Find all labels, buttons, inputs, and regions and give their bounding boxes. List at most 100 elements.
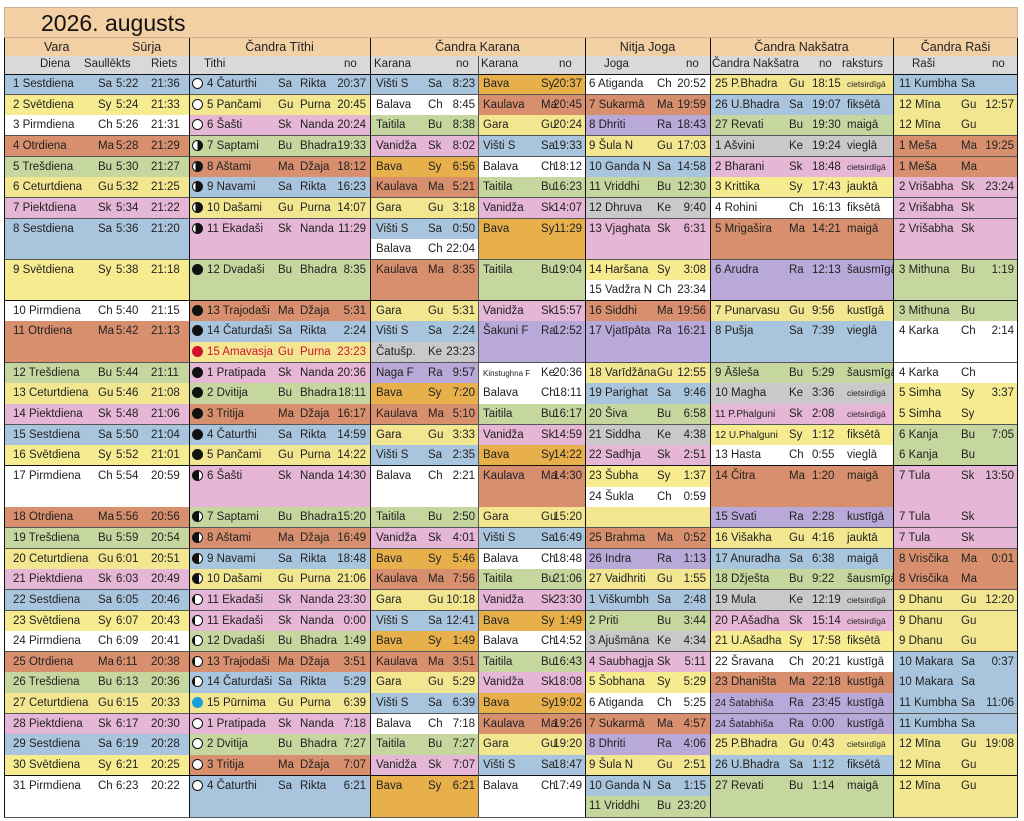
joga-end: 18:43 bbox=[677, 119, 706, 132]
waxing-crescent-moon-icon bbox=[192, 759, 203, 771]
rasi-cell: 12 Mīna Gu bbox=[893, 775, 1018, 817]
joga-name: 8 Dhriti bbox=[589, 738, 626, 751]
joga-end: 1:15 bbox=[683, 779, 706, 792]
rasi-cell: 1 Meša Ma 19:25 bbox=[893, 135, 1018, 157]
day-name: 24 Pirmdiena bbox=[13, 635, 81, 648]
naksatra-name: 27 Revati bbox=[715, 119, 764, 132]
joga-end: 4:57 bbox=[683, 717, 706, 730]
karana2-lord: Sy bbox=[541, 697, 555, 710]
sunrise-time: 6:23 bbox=[116, 779, 139, 792]
sun-lord: Sa bbox=[98, 428, 113, 441]
row-divider bbox=[4, 671, 1018, 673]
rasi-lord: Ma bbox=[961, 160, 977, 173]
naksatra-cell: 26 U.Bhadra Sa 19:07 fiksētā bbox=[710, 94, 893, 116]
joga-lord: Ma bbox=[657, 98, 673, 111]
joga-cell: 9 Šula N Gu 2:51 bbox=[585, 755, 710, 776]
karana2-cell: Vanidža Sk 14:59 bbox=[478, 424, 585, 446]
karana1-lord: Sa bbox=[428, 325, 443, 338]
rasi-name: 9 Dhanu bbox=[899, 593, 943, 606]
sun-lord: Gu bbox=[98, 387, 114, 400]
sunset-time: 21:27 bbox=[151, 160, 180, 173]
karana1-end: 8:35 bbox=[452, 263, 475, 276]
karana2-end: 12:52 bbox=[553, 325, 582, 338]
tithi-name: 7 Saptami bbox=[207, 511, 259, 524]
rasi-lord: Bu bbox=[961, 263, 976, 276]
karana1-lord: Sy bbox=[428, 160, 442, 173]
tithi-name: 13 Trajodaši bbox=[207, 304, 270, 317]
day-cell: 13 Ceturtdiena Gu 5:46 21:08 bbox=[4, 383, 189, 404]
tithi-end: 6:39 bbox=[343, 697, 366, 710]
tithi-kind: Nanda bbox=[300, 222, 334, 235]
tithi-kind: Bhadra bbox=[300, 511, 338, 524]
naksatra-character: vieglā bbox=[847, 325, 878, 338]
karana1-cell: Bava Sy 6:21 bbox=[370, 775, 478, 817]
karana2-end: 20:45 bbox=[553, 98, 582, 111]
joga-cell: 24 Šukla Ch 0:59 bbox=[585, 486, 710, 508]
joga-cell: 10 Ganda N Sa 14:58 bbox=[585, 156, 710, 178]
naksatra-cell: 9 Āšleša Bu 5:29 šausmīgā bbox=[710, 362, 893, 384]
joga-cell: 19 Parighat Sa 9:46 bbox=[585, 383, 710, 404]
karana1-cell: Balava Ch 8:45 bbox=[370, 94, 478, 116]
karana1-lord: Gu bbox=[428, 304, 444, 317]
karana1-cell: Bava Sy 1:49 bbox=[370, 631, 478, 652]
karana2-cell: Balava Ch 14:52 bbox=[478, 631, 585, 652]
karana2-end: 19:26 bbox=[553, 717, 582, 730]
karana2-lord: Sa bbox=[541, 531, 556, 544]
sun-lord: Ma bbox=[98, 139, 114, 152]
day-name: 25 Otrdiena bbox=[13, 655, 74, 668]
naksatra-end: 14:21 bbox=[812, 222, 841, 235]
rasi-cell: 9 Dhanu Gu 12:20 bbox=[893, 589, 1018, 611]
karana1-lord: Bu bbox=[428, 119, 443, 132]
karana2-cell: Kaulava Ma 19:26 bbox=[478, 713, 585, 735]
naksatra-lord: Sa bbox=[789, 325, 804, 338]
row-divider bbox=[4, 259, 1018, 260]
karana2-end: 18:08 bbox=[553, 676, 582, 689]
row-divider bbox=[4, 692, 1018, 694]
joga-lord: Gu bbox=[657, 139, 673, 152]
sun-lord: Sa bbox=[98, 738, 113, 751]
tithi-kind: Rikta bbox=[300, 552, 327, 565]
karana1-lord: Ma bbox=[428, 181, 444, 194]
sunset-time: 21:36 bbox=[151, 78, 180, 90]
karana2-cell: Višti S Sa 18:47 bbox=[478, 755, 585, 776]
sun-lord: Ch bbox=[98, 119, 113, 132]
karana1-cell: Bava Sy 6:56 bbox=[370, 156, 478, 178]
day-cell: 18 Otrdiena Ma 5:56 20:56 bbox=[4, 507, 189, 528]
rasi-cell: 11 Kumbha Sa bbox=[893, 74, 1018, 95]
joga-name: 27 Vaidhriti bbox=[589, 573, 646, 586]
rasi-end: 19:25 bbox=[985, 139, 1014, 152]
karana2-name: Višti S bbox=[483, 531, 516, 544]
naksatra-end: 1:12 bbox=[812, 428, 835, 441]
karana1-lord: Ma bbox=[428, 573, 444, 586]
waning-gibbous-moon-icon bbox=[192, 469, 203, 481]
full-moon-icon bbox=[192, 697, 203, 709]
naksatra-name: 16 Višakha bbox=[715, 531, 772, 544]
karana1-name: Balava bbox=[376, 469, 412, 482]
tithi-lord: Ma bbox=[278, 759, 294, 772]
sunset-time: 21:20 bbox=[151, 222, 180, 235]
naksatra-name: 14 Čitra bbox=[715, 469, 756, 482]
tithi-cell: 1 Pratipada Sk Nanda 7:18 bbox=[189, 713, 370, 735]
tithi-kind: Džaja bbox=[300, 759, 330, 772]
karana2-lord: Sk bbox=[541, 428, 555, 441]
rasi-lord: Sa bbox=[961, 655, 976, 668]
karana2-lord: Ch bbox=[541, 635, 556, 648]
tithi-name: 12 Dvadaši bbox=[207, 263, 265, 276]
joga-cell: 10 Ganda N Sa 1:15 bbox=[585, 775, 710, 797]
karana1-cell: Gara Gu 5:31 bbox=[370, 300, 478, 322]
karana1-cell: Višti S Sa 8:23 bbox=[370, 74, 478, 95]
joga-end: 1:55 bbox=[683, 573, 706, 586]
karana1-end: 8:45 bbox=[452, 98, 475, 111]
day-cell: 12 Trešdiena Bu 5:44 21:11 bbox=[4, 362, 189, 384]
day-name: 7 Piektdiena bbox=[13, 201, 77, 214]
sunset-time: 21:08 bbox=[151, 387, 180, 400]
tithi-kind: Džaja bbox=[300, 531, 330, 544]
tithi-name: 2 Dvitija bbox=[207, 738, 248, 751]
sun-lord: Ch bbox=[98, 779, 113, 792]
karana1-end: 6:39 bbox=[452, 697, 475, 710]
sun-lord: Ma bbox=[98, 655, 114, 668]
tithi-end: 7:27 bbox=[343, 738, 366, 751]
subheader-karana1: Karana bbox=[374, 58, 412, 70]
day-name: 21 Piektdiena bbox=[13, 573, 83, 586]
karana1-lord: Sk bbox=[428, 531, 442, 544]
